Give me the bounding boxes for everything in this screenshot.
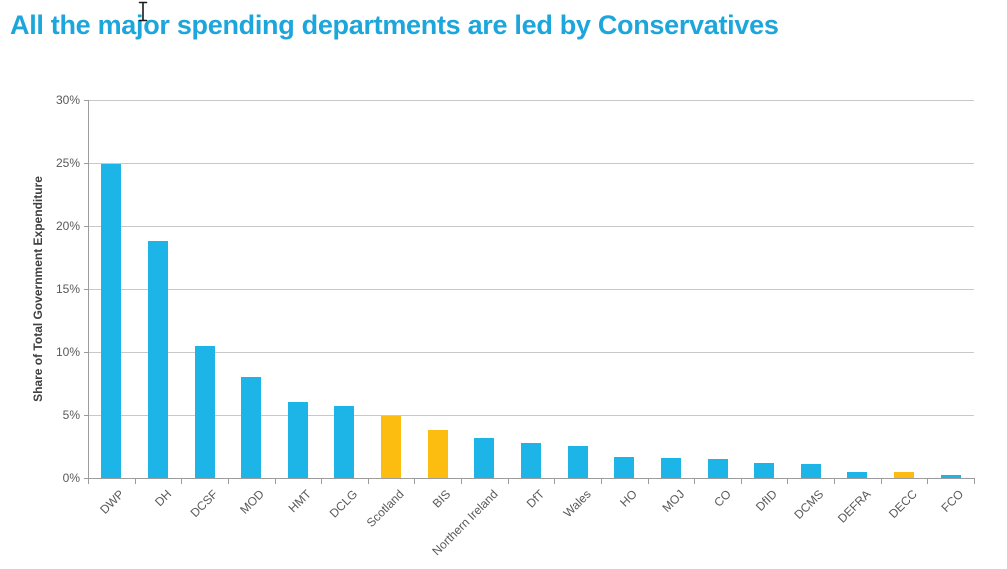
x-tick-mark-0: [88, 479, 89, 484]
x-tick-label-defra: DEFRA: [834, 487, 874, 526]
y-tick-mark-15%: [84, 289, 88, 290]
x-axis-line: [88, 478, 975, 479]
bar-scotland: [381, 416, 401, 478]
y-tick-label-0%: 0%: [62, 471, 80, 485]
x-tick-label-moj: MOJ: [658, 487, 687, 515]
x-tick-label-dfid: DfID: [753, 487, 781, 514]
y-tick-label-25%: 25%: [55, 156, 80, 170]
gridline-20pct: [88, 226, 974, 227]
y-axis-title: Share of Total Government Expenditure: [31, 176, 45, 402]
x-tick-label-dclg: DCLG: [326, 487, 361, 521]
x-tick-label-decc: DECC: [886, 487, 920, 521]
bar-dclg: [334, 406, 354, 478]
x-tick-mark-7: [414, 479, 415, 484]
bar-hmt: [288, 402, 308, 478]
x-tick-mark-2: [181, 479, 182, 484]
y-tick-label-30%: 30%: [55, 93, 80, 107]
y-tick-label-5%: 5%: [62, 408, 80, 422]
y-tick-label-10%: 10%: [55, 345, 80, 359]
bar-dh: [148, 241, 168, 478]
bar-northern-ireland: [474, 438, 494, 478]
bar-co: [708, 459, 728, 478]
x-tick-mark-10: [554, 479, 555, 484]
bar-moj: [661, 458, 681, 478]
text-ibeam-cursor-icon: [138, 1, 148, 22]
x-tick-label-ho: HO: [617, 487, 641, 510]
x-tick-mark-5: [321, 479, 322, 484]
x-tick-mark-11: [601, 479, 602, 484]
y-tick-label-15%: 15%: [55, 282, 80, 296]
bar-dft: [521, 443, 541, 478]
bar-dwp: [101, 164, 121, 478]
y-tick-mark-20%: [84, 226, 88, 227]
x-tick-mark-6: [368, 479, 369, 484]
x-tick-label-wales: Wales: [560, 487, 594, 521]
gridline-5pct: [88, 415, 974, 416]
y-tick-mark-10%: [84, 352, 88, 353]
x-tick-mark-14: [741, 479, 742, 484]
bar-dfid: [754, 463, 774, 478]
gridline-15pct: [88, 289, 974, 290]
x-tick-label-dwp: DWP: [97, 487, 128, 517]
x-tick-mark-12: [648, 479, 649, 484]
x-tick-mark-1: [135, 479, 136, 484]
y-tick-mark-5%: [84, 415, 88, 416]
x-tick-label-bis: BIS: [430, 487, 454, 511]
x-tick-label-dh: DH: [151, 487, 174, 510]
bar-ho: [614, 457, 634, 478]
x-tick-label-scotland: Scotland: [364, 487, 408, 530]
x-tick-label-mod: MOD: [237, 487, 268, 517]
x-tick-label-hmt: HMT: [285, 487, 314, 516]
x-tick-mark-3: [228, 479, 229, 484]
x-tick-mark-15: [787, 479, 788, 484]
x-tick-mark-13: [694, 479, 695, 484]
bar-fco: [941, 475, 961, 478]
x-tick-mark-17: [881, 479, 882, 484]
x-tick-label-dft: DfT: [523, 487, 547, 511]
bar-mod: [241, 377, 261, 478]
y-axis-line: [88, 100, 89, 478]
bar-dcms: [801, 464, 821, 478]
y-tick-mark-25%: [84, 163, 88, 164]
x-tick-mark-16: [834, 479, 835, 484]
gridline-25pct: [88, 163, 974, 164]
y-tick-mark-0%: [84, 478, 88, 479]
x-tick-mark-18: [927, 479, 928, 484]
chart-title: All the major spending departments are l…: [10, 10, 779, 40]
x-tick-label-co: CO: [710, 487, 734, 510]
bar-defra: [847, 472, 867, 478]
y-tick-mark-30%: [84, 100, 88, 101]
bar-dcsf: [195, 346, 215, 478]
gridline-30pct: [88, 100, 974, 101]
x-tick-mark-19: [974, 479, 975, 484]
x-tick-mark-8: [461, 479, 462, 484]
bar-wales: [568, 446, 588, 478]
x-tick-mark-9: [508, 479, 509, 484]
y-tick-label-20%: 20%: [55, 219, 80, 233]
x-tick-label-fco: FCO: [938, 487, 967, 515]
x-tick-label-dcms: DCMS: [791, 487, 827, 522]
x-tick-label-dcsf: DCSF: [187, 487, 221, 521]
bar-decc: [894, 472, 914, 478]
gridline-10pct: [88, 352, 974, 353]
bar-bis: [428, 430, 448, 478]
x-tick-mark-4: [275, 479, 276, 484]
